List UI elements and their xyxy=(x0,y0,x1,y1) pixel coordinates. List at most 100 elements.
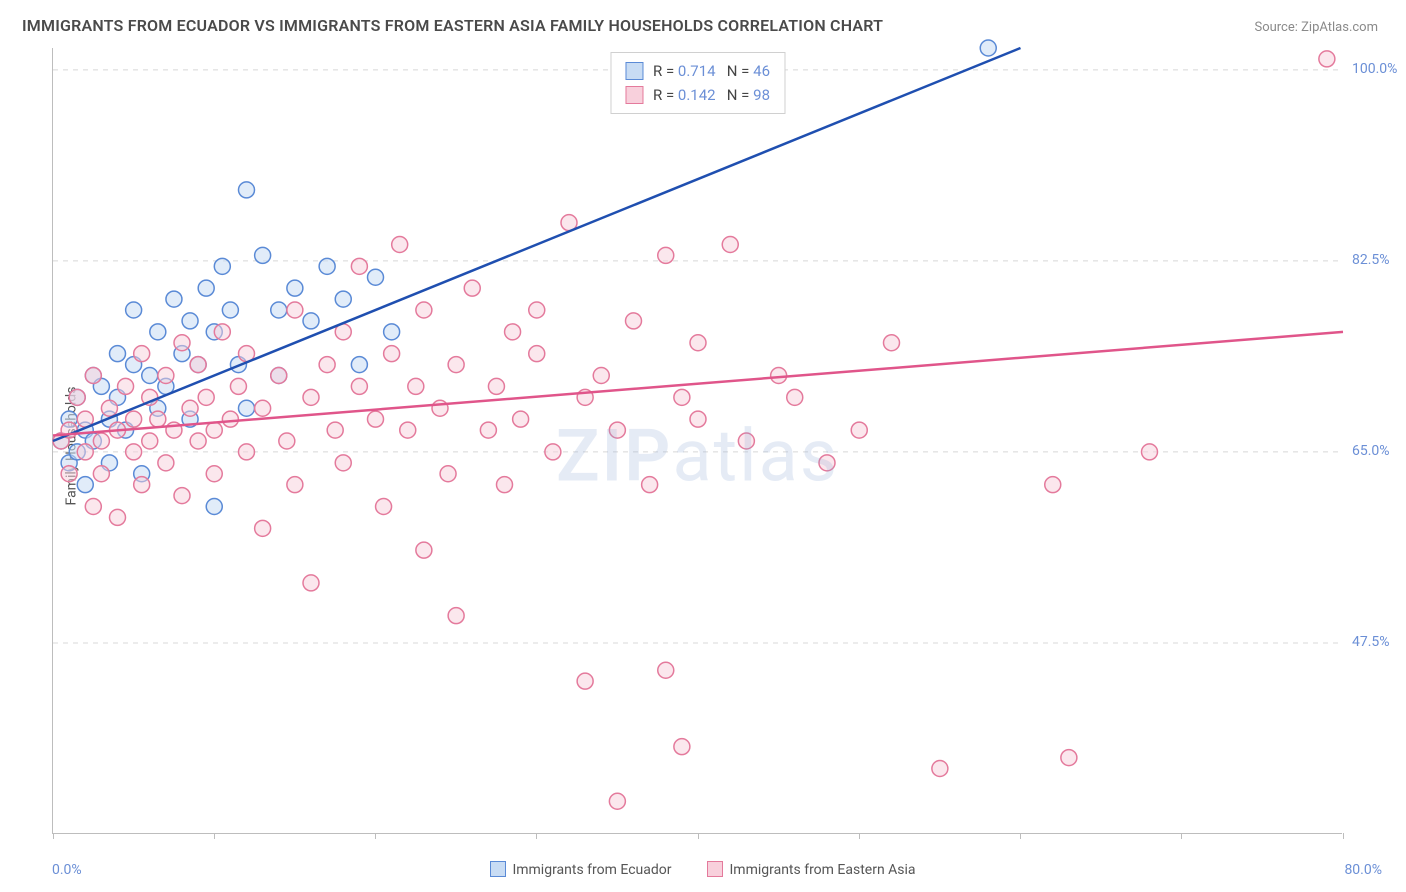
x-tick xyxy=(53,833,54,839)
scatter-point xyxy=(488,378,504,394)
scatter-point xyxy=(351,378,367,394)
scatter-point xyxy=(271,302,287,318)
chart-title: IMMIGRANTS FROM ECUADOR VS IMMIGRANTS FR… xyxy=(22,16,883,35)
scatter-point xyxy=(351,258,367,274)
legend-swatch xyxy=(625,62,643,80)
scatter-point xyxy=(884,335,900,351)
scatter-point xyxy=(166,291,182,307)
scatter-point xyxy=(440,466,456,482)
scatter-point xyxy=(674,389,690,405)
scatter-point xyxy=(77,477,93,493)
scatter-point xyxy=(134,477,150,493)
x-tick xyxy=(698,833,699,839)
scatter-point xyxy=(85,368,101,384)
scatter-point xyxy=(480,422,496,438)
scatter-plot xyxy=(53,48,1342,833)
scatter-point xyxy=(150,411,166,427)
scatter-point xyxy=(384,324,400,340)
scatter-point xyxy=(110,509,126,525)
scatter-point xyxy=(658,662,674,678)
scatter-point xyxy=(182,313,198,329)
scatter-point xyxy=(303,575,319,591)
scatter-point xyxy=(722,237,738,253)
scatter-point xyxy=(448,357,464,373)
x-tick xyxy=(214,833,215,839)
scatter-point xyxy=(198,280,214,296)
legend-swatch xyxy=(707,861,723,877)
scatter-point xyxy=(368,411,384,427)
scatter-point xyxy=(1319,51,1335,67)
scatter-point xyxy=(174,335,190,351)
scatter-point xyxy=(738,433,754,449)
series-legend: Immigrants from Ecuador Immigrants from E… xyxy=(0,861,1406,878)
plot-area: R = 0.714 N = 46R = 0.142 N = 98 ZIPatla… xyxy=(52,48,1342,834)
scatter-point xyxy=(287,302,303,318)
scatter-point xyxy=(529,346,545,362)
chart-container: IMMIGRANTS FROM ECUADOR VS IMMIGRANTS FR… xyxy=(0,0,1406,892)
scatter-point xyxy=(335,291,351,307)
scatter-point xyxy=(182,400,198,416)
scatter-point xyxy=(529,302,545,318)
scatter-point xyxy=(626,313,642,329)
scatter-point xyxy=(93,433,109,449)
scatter-point xyxy=(771,368,787,384)
scatter-point xyxy=(222,411,238,427)
scatter-point xyxy=(1045,477,1061,493)
scatter-point xyxy=(239,444,255,460)
correlation-legend: R = 0.714 N = 46R = 0.142 N = 98 xyxy=(610,52,785,114)
x-tick xyxy=(1181,833,1182,839)
scatter-point xyxy=(222,302,238,318)
scatter-point xyxy=(497,477,513,493)
x-tick xyxy=(859,833,860,839)
scatter-point xyxy=(279,433,295,449)
y-tick-label: 82.5% xyxy=(1352,252,1406,268)
scatter-point xyxy=(577,673,593,689)
scatter-point xyxy=(1061,750,1077,766)
legend-row: R = 0.142 N = 98 xyxy=(625,83,770,107)
scatter-point xyxy=(416,302,432,318)
y-tick-label: 100.0% xyxy=(1352,61,1406,77)
scatter-point xyxy=(335,455,351,471)
scatter-point xyxy=(980,40,996,56)
scatter-point xyxy=(690,411,706,427)
scatter-point xyxy=(110,346,126,362)
scatter-point xyxy=(642,477,658,493)
legend-text: R = 0.714 N = 46 xyxy=(653,59,770,83)
scatter-point xyxy=(206,466,222,482)
scatter-point xyxy=(416,542,432,558)
scatter-point xyxy=(690,335,706,351)
scatter-point xyxy=(408,378,424,394)
scatter-point xyxy=(61,466,77,482)
scatter-point xyxy=(206,422,222,438)
scatter-point xyxy=(545,444,561,460)
scatter-point xyxy=(150,324,166,340)
scatter-point xyxy=(851,422,867,438)
scatter-point xyxy=(158,368,174,384)
scatter-point xyxy=(142,433,158,449)
scatter-point xyxy=(255,520,271,536)
scatter-point xyxy=(303,313,319,329)
scatter-point xyxy=(658,247,674,263)
scatter-point xyxy=(126,302,142,318)
scatter-point xyxy=(392,237,408,253)
scatter-point xyxy=(674,739,690,755)
scatter-point xyxy=(206,499,222,515)
legend-text: R = 0.142 N = 98 xyxy=(653,83,770,107)
legend-label: Immigrants from Eastern Asia xyxy=(729,862,915,878)
scatter-point xyxy=(174,488,190,504)
scatter-point xyxy=(593,368,609,384)
y-tick-label: 47.5% xyxy=(1352,634,1406,650)
scatter-point xyxy=(158,455,174,471)
scatter-point xyxy=(93,466,109,482)
scatter-point xyxy=(214,258,230,274)
scatter-point xyxy=(77,444,93,460)
scatter-point xyxy=(271,368,287,384)
scatter-point xyxy=(609,793,625,809)
scatter-point xyxy=(134,346,150,362)
scatter-point xyxy=(368,269,384,285)
scatter-point xyxy=(376,499,392,515)
scatter-point xyxy=(142,368,158,384)
scatter-point xyxy=(400,422,416,438)
legend-item: Immigrants from Ecuador xyxy=(490,862,671,878)
scatter-point xyxy=(287,477,303,493)
